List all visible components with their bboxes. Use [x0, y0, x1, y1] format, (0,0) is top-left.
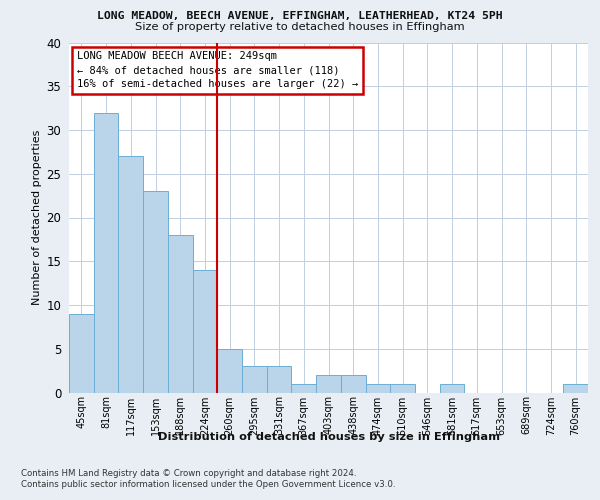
Bar [193, 270, 217, 392]
Bar [341, 375, 365, 392]
Bar [217, 349, 242, 393]
Bar [242, 366, 267, 392]
Text: Distribution of detached houses by size in Effingham: Distribution of detached houses by size … [158, 432, 500, 442]
Bar [316, 375, 341, 392]
Text: Size of property relative to detached houses in Effingham: Size of property relative to detached ho… [135, 22, 465, 32]
Bar [292, 384, 316, 392]
Text: Contains HM Land Registry data © Crown copyright and database right 2024.: Contains HM Land Registry data © Crown c… [21, 469, 356, 478]
Text: LONG MEADOW, BEECH AVENUE, EFFINGHAM, LEATHERHEAD, KT24 5PH: LONG MEADOW, BEECH AVENUE, EFFINGHAM, LE… [97, 11, 503, 21]
Bar [267, 366, 292, 392]
Bar [390, 384, 415, 392]
Bar [440, 384, 464, 392]
Bar [365, 384, 390, 392]
Bar [143, 191, 168, 392]
Text: LONG MEADOW BEECH AVENUE: 249sqm
← 84% of detached houses are smaller (118)
16% : LONG MEADOW BEECH AVENUE: 249sqm ← 84% o… [77, 52, 358, 90]
Bar [168, 235, 193, 392]
Y-axis label: Number of detached properties: Number of detached properties [32, 130, 43, 305]
Bar [69, 314, 94, 392]
Text: Contains public sector information licensed under the Open Government Licence v3: Contains public sector information licen… [21, 480, 395, 489]
Bar [563, 384, 588, 392]
Bar [94, 112, 118, 392]
Bar [118, 156, 143, 392]
